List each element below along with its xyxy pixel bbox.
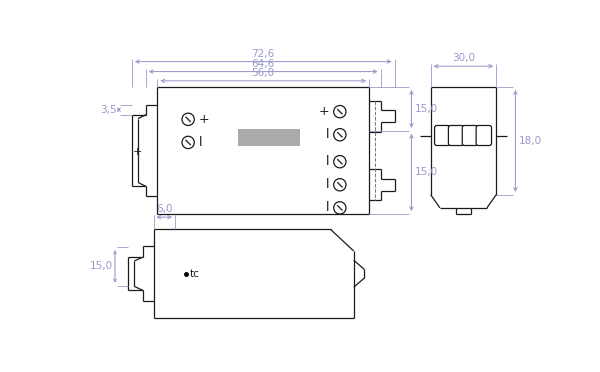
Text: 56,0: 56,0	[251, 68, 275, 78]
Text: 72,6: 72,6	[251, 48, 275, 58]
Text: 15,0: 15,0	[89, 262, 113, 272]
Text: 18,0: 18,0	[518, 136, 542, 146]
Text: l: l	[326, 178, 329, 191]
Text: +: +	[133, 147, 142, 157]
FancyBboxPatch shape	[462, 125, 478, 145]
Text: +: +	[199, 113, 209, 126]
Text: 15,0: 15,0	[415, 167, 437, 177]
FancyBboxPatch shape	[448, 125, 464, 145]
Text: 64,6: 64,6	[251, 58, 275, 68]
Text: l: l	[326, 155, 329, 168]
Text: l: l	[326, 201, 329, 214]
Text: 6,0: 6,0	[156, 204, 173, 214]
Text: l: l	[326, 128, 329, 141]
FancyBboxPatch shape	[476, 125, 491, 145]
Text: tc: tc	[190, 269, 200, 279]
Text: 3,5: 3,5	[100, 105, 116, 115]
Text: 15,0: 15,0	[415, 104, 437, 114]
FancyBboxPatch shape	[434, 125, 450, 145]
Text: l: l	[199, 136, 202, 149]
Text: 30,0: 30,0	[452, 53, 475, 63]
Text: +: +	[319, 105, 329, 118]
Bar	[238, 129, 300, 146]
